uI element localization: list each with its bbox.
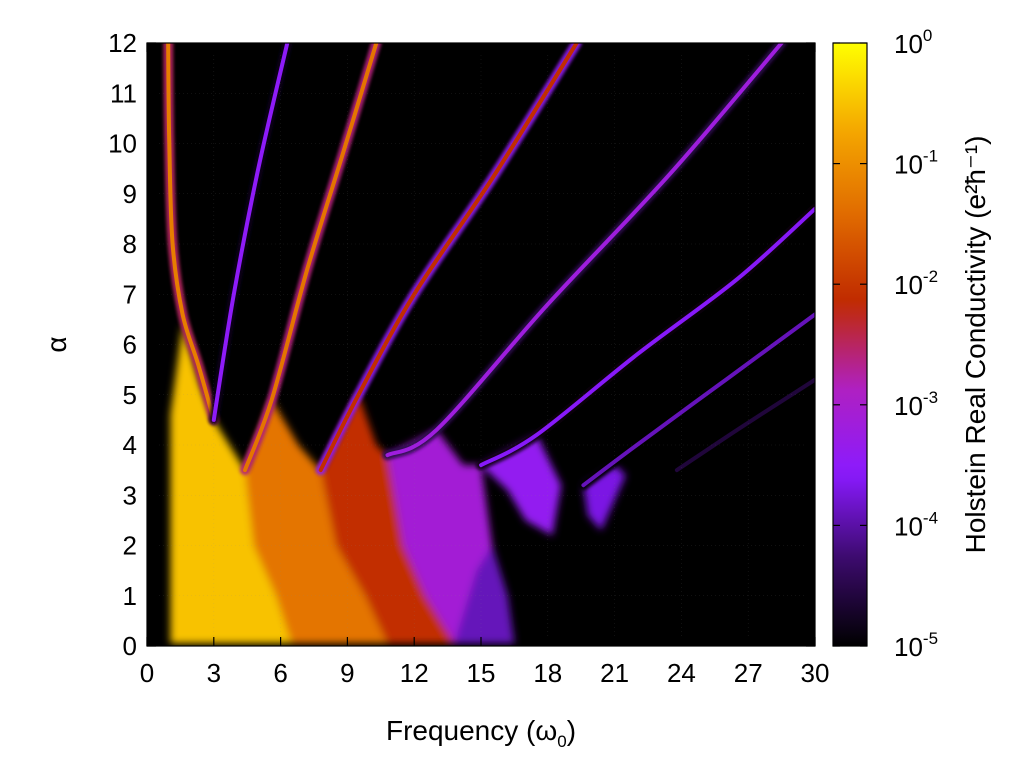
y-tick-label: 11: [110, 78, 137, 108]
band-7-core: [674, 377, 815, 473]
x-tick-label: 0: [140, 658, 154, 688]
y-tick-label: 5: [123, 380, 137, 410]
y-tick-label: 0: [123, 631, 137, 661]
band-4: [382, 43, 787, 461]
band-6-core: [581, 312, 815, 488]
band-3-core: [318, 43, 579, 473]
colorbar-tick-label: 10-2: [894, 267, 938, 300]
colorbar: [832, 42, 868, 647]
x-axis-ticks: 0 3 6 9 12 15 18 21 24 27 30: [140, 43, 830, 688]
colorbar-tick-label: 100: [894, 26, 932, 59]
x-tick-label: 12: [400, 658, 429, 688]
band-4-core: [385, 43, 784, 458]
y-tick-label: 6: [123, 330, 137, 360]
y-tick-label: 2: [123, 531, 137, 561]
band-3: [315, 43, 582, 476]
y-tick-label: 1: [123, 581, 137, 611]
heatmap-regions: [170, 324, 626, 644]
colorbar-tick-label: 10-1: [894, 147, 938, 180]
region-6: [454, 545, 515, 644]
y-tick-label: 4: [123, 430, 137, 460]
band-1: [208, 43, 293, 425]
band-1-core: [211, 43, 290, 422]
region-0: [170, 324, 292, 644]
colorbar-tick-label: 10-4: [894, 508, 938, 541]
x-tick-label: 30: [801, 658, 830, 688]
x-axis-title: Frequency (ω0): [386, 715, 576, 751]
band-0-core: [166, 43, 216, 422]
x-tick-label: 18: [533, 658, 562, 688]
x-tick-label: 3: [207, 658, 221, 688]
region-2: [320, 394, 455, 644]
y-tick-label: 7: [123, 279, 137, 309]
x-tick-label: 9: [340, 658, 354, 688]
y-tick-label: 8: [123, 229, 137, 259]
band-2: [240, 43, 382, 476]
x-tick-label: 6: [273, 658, 287, 688]
heatmap-plot-area: [147, 43, 815, 646]
colorbar-ticks: 100 10-1 10-2 10-3 10-4 10-5: [833, 26, 938, 662]
band-5-core: [479, 206, 815, 468]
y-tick-label: 12: [108, 28, 137, 58]
band-6: [578, 309, 815, 491]
colorbar-title: Holstein Real Conductivity (e²ħ⁻¹): [960, 136, 991, 554]
y-tick-label: 3: [123, 480, 137, 510]
colorbar-tick-label: 10-5: [894, 629, 938, 662]
x-tick-label: 21: [600, 658, 629, 688]
x-tick-label: 27: [734, 658, 763, 688]
region-1: [245, 399, 388, 644]
band-2-core: [243, 43, 379, 473]
y-axis-title: α: [41, 336, 72, 352]
grid: [147, 43, 815, 646]
heatmap-bands: [163, 43, 815, 491]
band-0: [163, 43, 219, 425]
x-tick-label: 15: [467, 658, 496, 688]
x-tick-label: 24: [667, 658, 696, 688]
band-5: [476, 203, 815, 471]
y-tick-label: 9: [123, 179, 137, 209]
band-7: [671, 374, 815, 476]
colorbar-tick-label: 10-3: [894, 388, 938, 421]
y-tick-label: 10: [108, 129, 137, 159]
